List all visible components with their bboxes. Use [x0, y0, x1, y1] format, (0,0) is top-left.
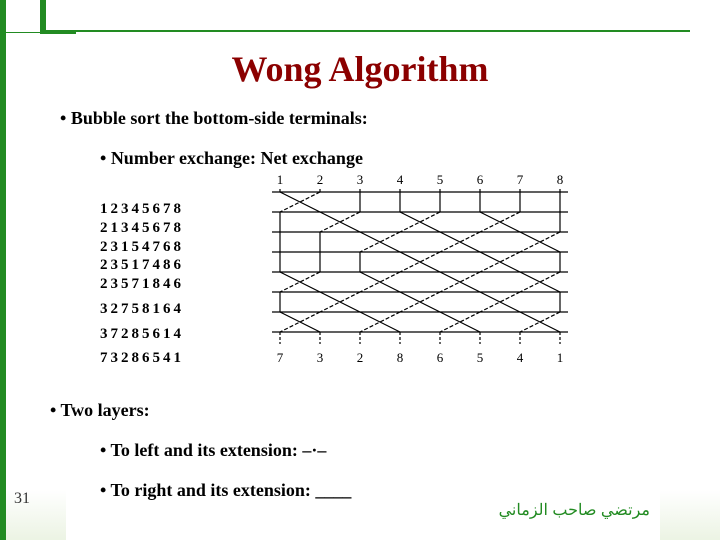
top-accent-box	[40, 0, 76, 34]
author-arabic: مرتضي صاحب الزماني	[499, 500, 650, 520]
svg-text:1: 1	[557, 350, 564, 365]
svg-text:7: 7	[517, 172, 524, 187]
svg-text:5: 5	[437, 172, 444, 187]
sort-pass-row: 12345678	[100, 200, 184, 219]
top-line-thin	[6, 32, 70, 33]
svg-text:8: 8	[397, 350, 404, 365]
svg-text:4: 4	[397, 172, 404, 187]
svg-text:5: 5	[477, 350, 484, 365]
bullet-two-layers: Two layers:	[50, 400, 150, 421]
svg-text:4: 4	[517, 350, 524, 365]
sort-pass-row: 23517486	[100, 256, 184, 275]
sort-pass-row: 32758164	[100, 300, 184, 319]
bullet-number-exchange: Number exchange: Net exchange	[100, 148, 363, 169]
bullet-to-right: To right and its extension: ____	[100, 480, 351, 501]
svg-text:2: 2	[357, 350, 364, 365]
top-line	[70, 30, 690, 32]
svg-text:8: 8	[557, 172, 564, 187]
sort-pass-row: 23571846	[100, 275, 184, 294]
svg-text:3: 3	[357, 172, 364, 187]
svg-text:1: 1	[277, 172, 284, 187]
bullet-bubble-sort: Bubble sort the bottom-side terminals:	[60, 108, 368, 129]
sort-pass-row: 73286541	[100, 349, 184, 368]
bottom-right-shade	[660, 490, 720, 540]
bullet-to-left: To left and its extension: –·–	[100, 440, 326, 461]
slide-title: Wong Algorithm	[0, 48, 720, 90]
sort-pass-row: 21345678	[100, 219, 184, 238]
net-exchange-diagram: 1 2 3 4 5 6 7 8 7 3 2 8 6 5 4 1	[260, 172, 590, 372]
page-number: 31	[14, 490, 30, 508]
sort-pass-row: 23154768	[100, 238, 184, 257]
svg-text:6: 6	[477, 172, 484, 187]
svg-text:3: 3	[317, 350, 324, 365]
svg-text:6: 6	[437, 350, 444, 365]
svg-text:7: 7	[277, 350, 284, 365]
sort-passes-block: 1234567821345678231547682351748623571846…	[100, 200, 184, 368]
svg-text:2: 2	[317, 172, 324, 187]
sort-pass-row: 37285614	[100, 325, 184, 344]
